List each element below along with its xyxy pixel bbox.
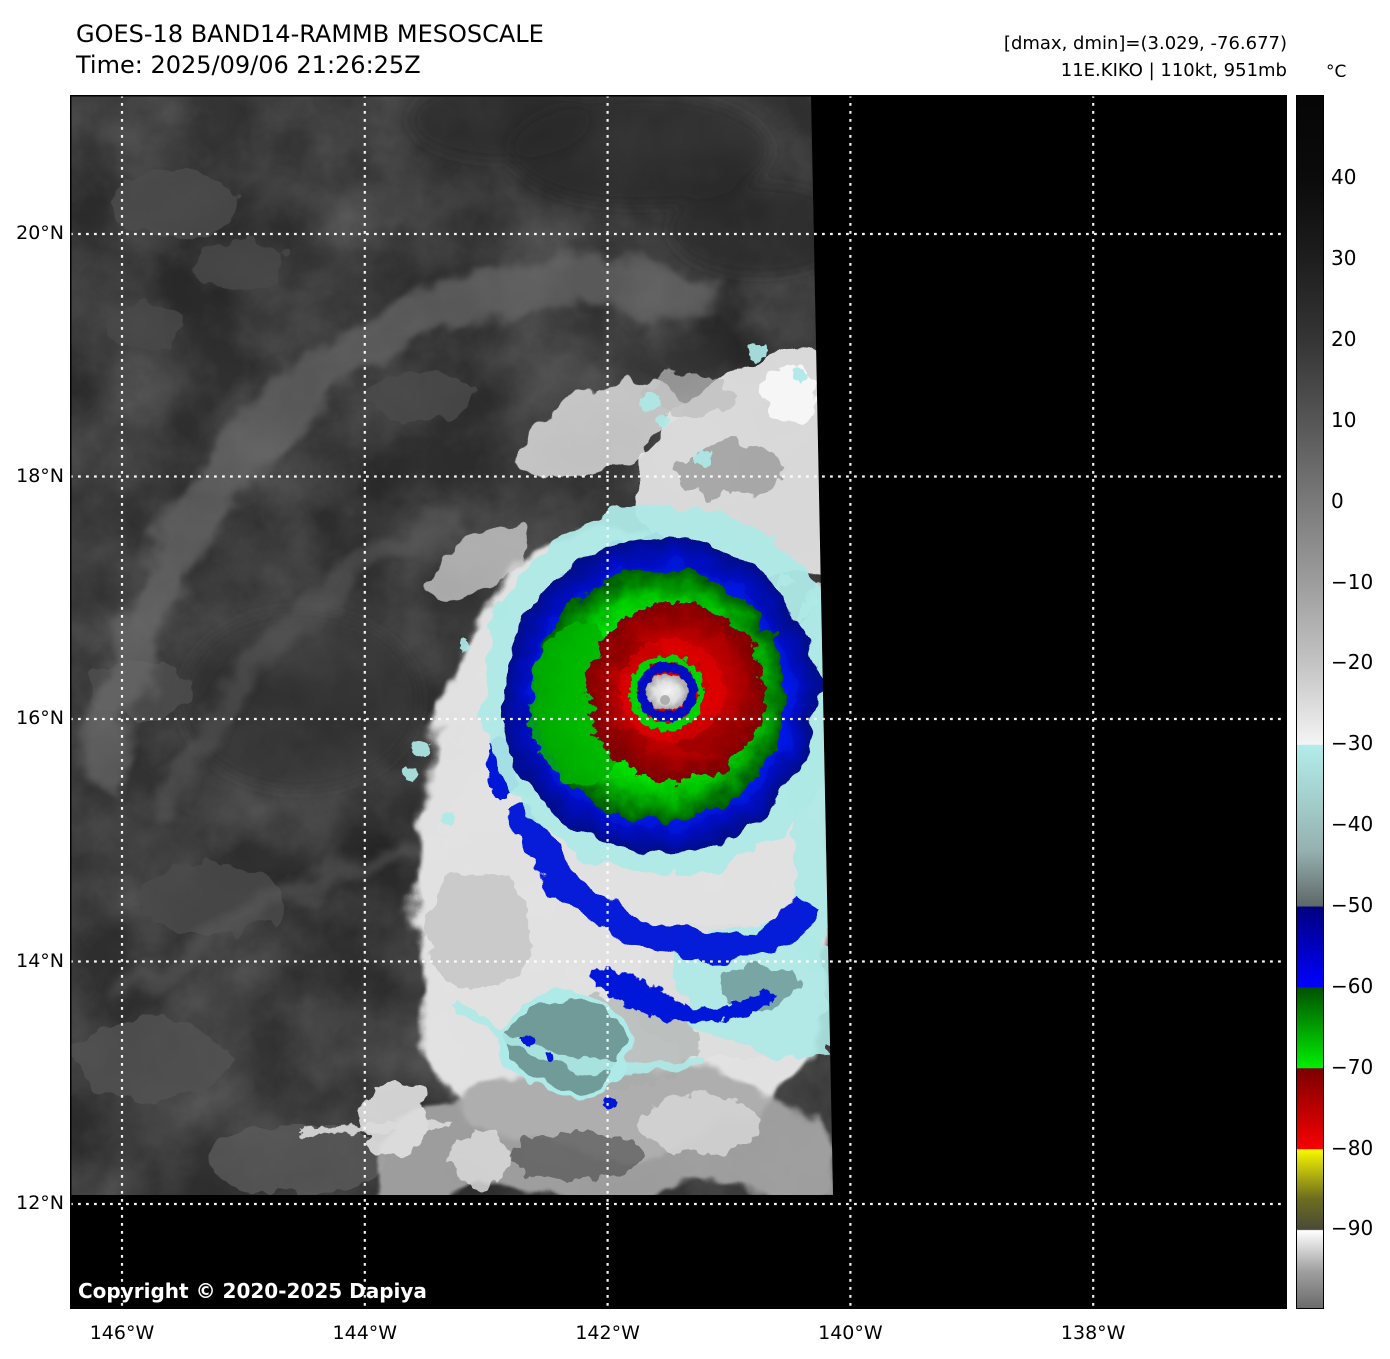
satellite-data-region [70, 95, 833, 1195]
hurricane-eye [646, 674, 688, 710]
copyright-label: Copyright © 2020-2025 Dapiya [78, 1279, 427, 1303]
x-axis-label: 144°W [332, 1322, 398, 1344]
colorbar-tick-label: 0 [1331, 488, 1344, 513]
colorbar-tick-label: −40 [1331, 812, 1374, 837]
colorbar-tick-label: 40 [1331, 165, 1357, 190]
colorbar-tick-label: −60 [1331, 973, 1374, 998]
dark-cloud-patches [180, 95, 833, 790]
hurricane-core [480, 505, 833, 875]
colorbar-tick-label: −30 [1331, 731, 1374, 756]
y-axis-label: 14°N [16, 949, 64, 972]
map-border [70, 95, 1287, 1309]
x-axis-label: 138°W [1060, 1322, 1126, 1344]
colorbar-tick-label: −10 [1331, 569, 1374, 594]
storm-info-label: 11E.KIKO | 110kt, 951mb [1060, 60, 1287, 81]
eye-moat-ring [637, 662, 697, 722]
x-axis-label: 140°W [818, 1322, 883, 1344]
colorbar-tick-label: −70 [1331, 1054, 1374, 1079]
colorbar-tick-label: −20 [1331, 650, 1374, 675]
colorbar-tick-label: −80 [1331, 1135, 1374, 1160]
page-title: GOES-18 BAND14-RAMMB MESOSCALE [76, 20, 544, 48]
colorbar [1296, 95, 1324, 1309]
y-axis-label: 18°N [16, 464, 64, 487]
timestamp-label: Time: 2025/09/06 21:26:25Z [76, 51, 421, 79]
inner-green-ring [629, 655, 705, 731]
colorbar-tick-label: 10 [1331, 407, 1357, 432]
outer-spiral-band [75, 256, 724, 1009]
gridlines [70, 95, 1287, 1309]
colorbar-tick-label: −50 [1331, 892, 1374, 917]
colorbar-tick-label: −90 [1331, 1216, 1374, 1241]
x-axis-label: 142°W [575, 1322, 640, 1344]
colorbar-unit-label: °C [1326, 62, 1347, 82]
y-axis-label: 20°N [16, 222, 64, 244]
bottom-cloud-band [299, 1069, 833, 1195]
colorbar-tick-label: 20 [1331, 326, 1357, 351]
y-axis-label: 16°N [16, 707, 64, 729]
y-axis-label: 12°N [16, 1192, 64, 1214]
x-axis-label: 146°W [89, 1322, 155, 1344]
colorbar-tick-label: 30 [1331, 246, 1357, 271]
dmax-dmin-label: [dmax, dmin]=(3.029, -76.677) [1003, 33, 1287, 54]
